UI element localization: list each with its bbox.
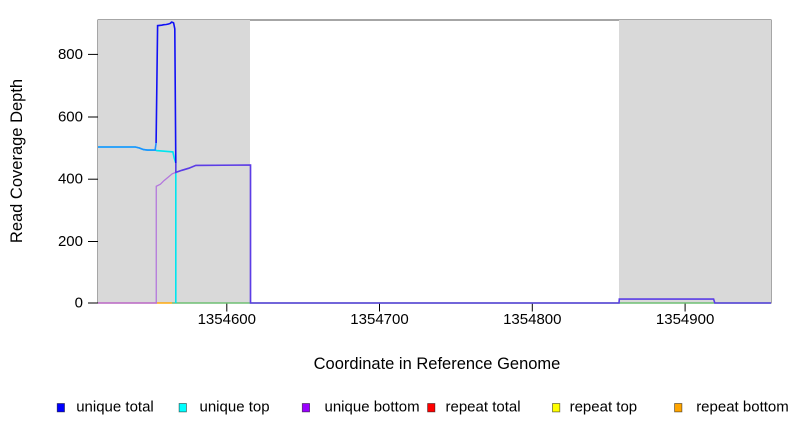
svg-text:unique top: unique top [200, 399, 270, 416]
svg-text:unique bottom: unique bottom [325, 399, 420, 416]
svg-text:repeat total: repeat total [446, 399, 521, 416]
svg-text:repeat bottom: repeat bottom [696, 399, 789, 416]
svg-text:Coordinate in Reference Genome: Coordinate in Reference Genome [314, 355, 561, 373]
svg-text:600: 600 [58, 109, 83, 126]
svg-text:400: 400 [58, 171, 83, 188]
svg-text:800: 800 [58, 46, 83, 63]
svg-text:repeat top: repeat top [570, 399, 638, 416]
svg-text:200: 200 [58, 233, 83, 250]
svg-text:0: 0 [75, 295, 83, 312]
svg-text:1354900: 1354900 [656, 311, 714, 328]
svg-text:Read Coverage Depth: Read Coverage Depth [8, 79, 26, 243]
svg-text:1354800: 1354800 [503, 311, 561, 328]
svg-text:unique total: unique total [76, 399, 154, 416]
svg-text:1354700: 1354700 [350, 311, 408, 328]
svg-text:1354600: 1354600 [198, 311, 256, 328]
